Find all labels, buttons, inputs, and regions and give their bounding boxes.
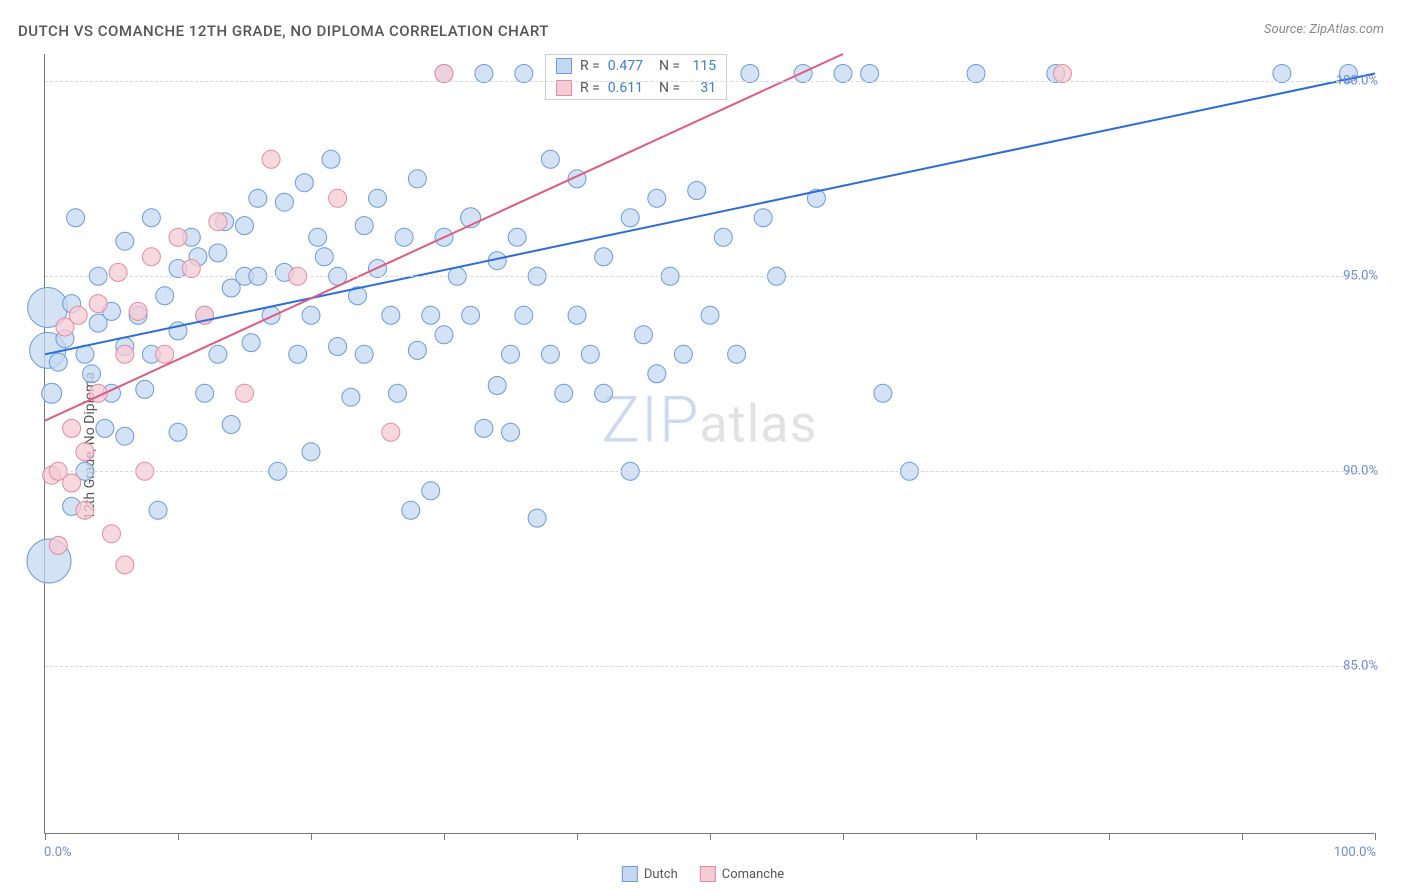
- gridline: [45, 276, 1374, 277]
- trend-layer: [45, 54, 1374, 833]
- ytick-label: 95.0%: [1343, 269, 1378, 284]
- chart-title: DUTCH VS COMANCHE 12TH GRADE, NO DIPLOMA…: [18, 22, 549, 40]
- stat-legend: R = 0.477N = 115R = 0.611N = 31: [545, 54, 727, 100]
- gridline: [45, 471, 1374, 472]
- plot-area: ZIPatlas R = 0.477N = 115R = 0.611N = 31: [44, 54, 1374, 834]
- legend-swatch: [622, 866, 638, 882]
- xtick: [45, 833, 46, 840]
- xtick: [444, 833, 445, 840]
- legend-item: Dutch: [622, 866, 678, 882]
- xtick: [976, 833, 977, 840]
- legend-swatch: [556, 80, 572, 96]
- legend-label: Dutch: [644, 867, 678, 882]
- ytick-label: 90.0%: [1343, 464, 1378, 479]
- legend-swatch: [700, 866, 716, 882]
- ytick-label: 85.0%: [1343, 659, 1378, 674]
- legend-item: Comanche: [700, 866, 784, 882]
- xtick: [1109, 833, 1110, 840]
- source-label: Source: ZipAtlas.com: [1264, 22, 1384, 37]
- bottom-legend: Dutch Comanche: [622, 866, 784, 882]
- chart-container: DUTCH VS COMANCHE 12TH GRADE, NO DIPLOMA…: [0, 0, 1406, 892]
- legend-label: Comanche: [722, 867, 784, 882]
- gridline: [45, 81, 1374, 82]
- xtick: [577, 833, 578, 840]
- xtick: [710, 833, 711, 840]
- xtick: [178, 833, 179, 840]
- stat-legend-row: R = 0.477N = 115: [546, 55, 726, 77]
- legend-swatch: [556, 58, 572, 74]
- xtick: [311, 833, 312, 840]
- xtick: [1375, 833, 1376, 840]
- gridline: [45, 666, 1374, 667]
- xtick: [843, 833, 844, 840]
- trend-line: [45, 54, 843, 421]
- x-min-label: 0.0%: [44, 845, 72, 860]
- ytick-label: 100.0%: [1336, 74, 1378, 89]
- xtick: [1242, 833, 1243, 840]
- x-max-label: 100.0%: [1334, 845, 1376, 860]
- stat-legend-row: R = 0.611N = 31: [546, 77, 726, 99]
